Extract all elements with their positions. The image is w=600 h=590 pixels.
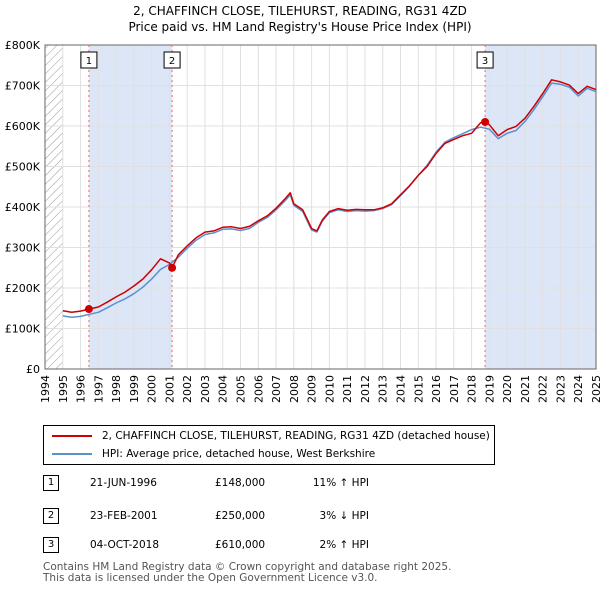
y-tick-label: £100K: [5, 323, 41, 336]
sale-price: £610,000: [215, 539, 266, 551]
x-tick-label: 2001: [163, 375, 176, 403]
x-tick-label: 2022: [537, 375, 550, 403]
x-tick-label: 1994: [39, 375, 52, 403]
x-tick-label: 2020: [501, 375, 514, 403]
x-tick-label: 2008: [288, 375, 301, 403]
legend-label-hpi: HPI: Average price, detached house, West…: [102, 448, 376, 460]
y-tick-label: £700K: [5, 80, 41, 93]
x-tick-label: 2025: [590, 375, 600, 403]
sale-label-number: 1: [86, 56, 92, 67]
sale-point: [84, 305, 93, 314]
x-tick-label: 2003: [199, 375, 212, 403]
x-tick-label: 1996: [75, 375, 88, 403]
x-tick-label: 2024: [572, 375, 585, 403]
x-tick-label: 2004: [217, 375, 230, 403]
sale-label-box: [80, 51, 98, 69]
sale-label-box: [163, 51, 181, 69]
x-tick-label: 2006: [252, 375, 265, 403]
x-tick-label: 2016: [430, 375, 443, 403]
x-tick-label: 1997: [92, 375, 105, 403]
sale-label-number: 2: [169, 56, 175, 67]
sale-price: £148,000: [215, 477, 266, 489]
plot-frame: [44, 44, 597, 370]
x-tick-label: 2011: [341, 375, 354, 403]
x-tick-label: 2000: [146, 375, 159, 403]
sale-hpi-diff: 11% ↑ HPI: [312, 477, 369, 489]
x-tick-label: 2013: [377, 375, 390, 403]
x-tick-label: 2005: [235, 375, 248, 403]
sale-label-number: 3: [482, 56, 488, 67]
sale-point: [168, 263, 177, 272]
footer-licence: This data is licensed under the Open Gov…: [43, 572, 378, 584]
chart-title-subtitle: Price paid vs. HM Land Registry's House …: [128, 20, 472, 34]
legend-label-price: 2, CHAFFINCH CLOSE, TILEHURST, READING, …: [102, 430, 490, 442]
y-tick-label: £800K: [5, 39, 41, 52]
sale-row: 3 04-OCT-2018 £610,000 2% ↑ HPI: [0, 536, 600, 556]
sale-hpi-diff: 2% ↑ HPI: [319, 539, 369, 551]
sale-number-badge: 3: [43, 537, 59, 553]
x-tick-label: 1998: [110, 375, 123, 403]
x-tick-label: 2017: [448, 375, 461, 403]
chart-title-address: 2, CHAFFINCH CLOSE, TILEHURST, READING, …: [133, 4, 467, 18]
y-tick-label: £0: [26, 363, 40, 376]
sale-date: 04-OCT-2018: [90, 539, 159, 551]
x-tick-label: 2019: [483, 375, 496, 403]
sale-date: 23-FEB-2001: [90, 510, 158, 522]
x-tick-label: 2002: [181, 375, 194, 403]
chart-legend: 2, CHAFFINCH CLOSE, TILEHURST, READING, …: [43, 425, 495, 465]
x-tick-label: 2007: [270, 375, 283, 403]
sale-row: 1 21-JUN-1996 £148,000 11% ↑ HPI: [0, 474, 600, 494]
sale-date: 21-JUN-1996: [90, 477, 157, 489]
sale-price: £250,000: [215, 510, 266, 522]
x-tick-label: 2014: [394, 375, 407, 403]
x-tick-label: 2018: [466, 375, 479, 403]
legend-swatch-hpi: [52, 453, 92, 455]
x-tick-label: 1999: [128, 375, 141, 403]
sale-row: 2 23-FEB-2001 £250,000 3% ↓ HPI: [0, 507, 600, 527]
y-tick-label: £600K: [5, 120, 41, 133]
x-tick-label: 2012: [359, 375, 372, 403]
x-tick-label: 1995: [57, 375, 70, 403]
price-chart: £0 £100K £200K £300K £400K £500K £600K £700K £80…: [5, 39, 600, 403]
y-tick-label: £200K: [5, 282, 41, 295]
legend-swatch-price: [52, 435, 92, 437]
x-tick-label: 2021: [519, 375, 532, 403]
x-tick-label: 2010: [323, 375, 336, 403]
y-tick-label: £300K: [5, 242, 41, 255]
footer-copyright: Contains HM Land Registry data © Crown c…: [43, 561, 452, 573]
x-tick-label: 2015: [412, 375, 425, 403]
price-series-line: [62, 79, 597, 314]
sale-number-badge: 1: [43, 475, 59, 491]
x-tick-label: 2009: [306, 375, 319, 403]
y-tick-label: £400K: [5, 201, 41, 214]
sale-hpi-diff: 3% ↓ HPI: [319, 510, 369, 522]
y-tick-label: £500K: [5, 161, 41, 174]
x-tick-label: 2023: [554, 375, 567, 403]
sale-point: [481, 117, 490, 126]
sale-label-box: [476, 51, 494, 69]
sale-number-badge: 2: [43, 508, 59, 524]
